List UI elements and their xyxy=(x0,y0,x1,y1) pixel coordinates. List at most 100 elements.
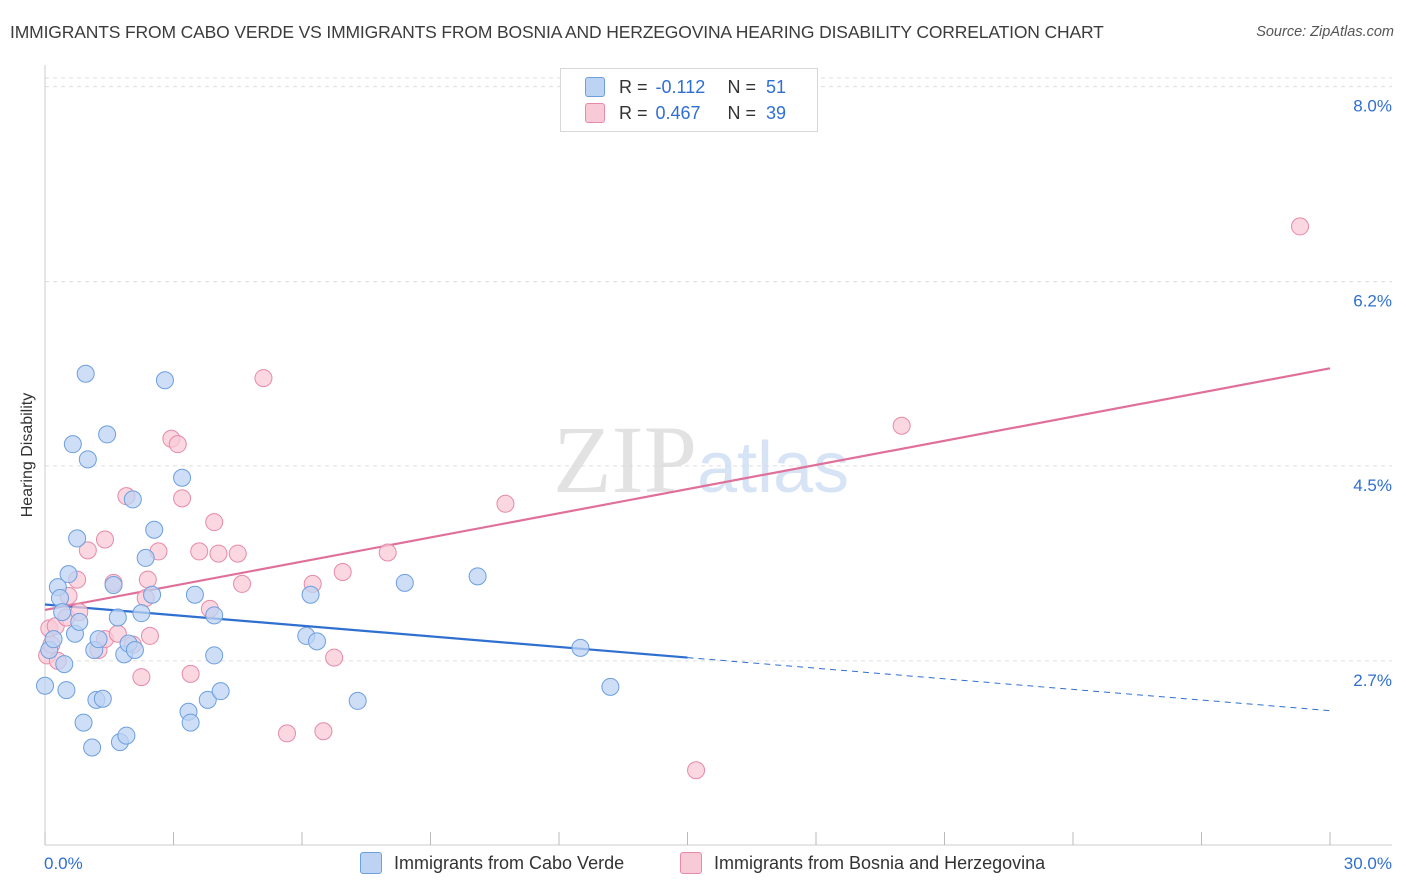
watermark-atlas: atlas xyxy=(697,428,849,508)
point-bosnia xyxy=(496,494,515,513)
legend-r-value: -0.112 xyxy=(655,76,706,97)
point-cabo-verde xyxy=(211,682,230,701)
legend-swatch-pink xyxy=(585,103,605,123)
point-cabo-verde xyxy=(185,585,204,604)
correlation-legend: R = -0.112 N = 51 R = 0.467 N = 39 xyxy=(560,68,818,132)
point-cabo-verde xyxy=(63,435,82,454)
point-cabo-verde xyxy=(132,604,151,623)
point-cabo-verde xyxy=(181,713,200,732)
point-bosnia xyxy=(132,668,151,687)
legend-n-label: N = xyxy=(727,76,757,97)
point-cabo-verde xyxy=(205,606,224,625)
point-cabo-verde xyxy=(83,738,102,757)
point-cabo-verde xyxy=(104,576,123,594)
y-tick-label: 6.2% xyxy=(1353,292,1392,311)
point-cabo-verde xyxy=(59,565,78,584)
point-bosnia xyxy=(138,570,157,589)
watermark: ZIPatlas xyxy=(553,406,849,513)
legend-n-value: 51 xyxy=(766,76,787,97)
legend-label-cabo-verde: Immigrants from Cabo Verde xyxy=(394,852,625,873)
point-bosnia xyxy=(1291,217,1310,236)
legend-swatch-blue xyxy=(360,852,382,874)
point-cabo-verde xyxy=(145,520,164,539)
point-cabo-verde xyxy=(57,681,76,700)
legend-n-value: 39 xyxy=(766,102,787,123)
tick-labels: 2.7% 4.5% 6.2% 8.0% 0.0% 30.0% xyxy=(44,97,1392,873)
point-bosnia xyxy=(378,543,397,562)
legend-item-cabo-verde: Immigrants from Cabo Verde xyxy=(360,852,624,874)
point-cabo-verde xyxy=(89,630,108,649)
watermark-zip: ZIP xyxy=(553,406,697,513)
point-cabo-verde xyxy=(301,585,320,604)
legend-item-bosnia: Immigrants from Bosnia and Herzegovina xyxy=(680,852,1045,874)
point-cabo-verde xyxy=(173,468,192,487)
series-legend: Immigrants from Cabo Verde Immigrants fr… xyxy=(0,852,1406,878)
point-cabo-verde xyxy=(108,608,127,627)
point-bosnia xyxy=(233,574,252,593)
point-bosnia xyxy=(190,542,209,561)
gridlines xyxy=(45,77,1392,662)
data-points xyxy=(36,217,1310,780)
point-bosnia xyxy=(333,563,352,581)
point-bosnia xyxy=(95,530,114,549)
point-cabo-verde xyxy=(78,450,97,469)
y-tick-label: 2.7% xyxy=(1353,671,1392,690)
y-tick-label: 8.0% xyxy=(1353,97,1392,116)
legend-row-cabo-verde: R = -0.112 N = 51 xyxy=(585,75,787,99)
axes xyxy=(44,65,1392,846)
point-cabo-verde xyxy=(571,638,590,657)
point-cabo-verde xyxy=(68,529,87,548)
legend-swatch-blue xyxy=(585,77,605,97)
trend-line-bosnia xyxy=(44,367,1331,611)
legend-swatch-pink xyxy=(680,852,702,874)
point-cabo-verde xyxy=(143,585,162,604)
point-bosnia xyxy=(228,544,247,563)
legend-row-bosnia: R = 0.467 N = 39 xyxy=(585,101,787,125)
point-bosnia xyxy=(78,541,97,560)
legend-n-label: N = xyxy=(727,102,757,123)
source-credit: Source: ZipAtlas.com xyxy=(1256,24,1394,40)
point-cabo-verde xyxy=(98,425,117,444)
point-bosnia xyxy=(205,513,224,532)
point-cabo-verde xyxy=(155,371,174,390)
x-tick-label-min: 0.0% xyxy=(44,854,83,873)
legend-r-value: 0.467 xyxy=(655,102,701,123)
point-bosnia xyxy=(181,664,200,683)
point-cabo-verde xyxy=(601,677,620,696)
point-bosnia xyxy=(314,722,333,741)
trend-extension-cabo-verde xyxy=(687,657,1331,712)
point-cabo-verde xyxy=(123,490,142,509)
y-tick-label: 4.5% xyxy=(1353,476,1392,495)
point-cabo-verde xyxy=(36,676,54,695)
chart-title: IMMIGRANTS FROM CABO VERDE VS IMMIGRANTS… xyxy=(10,22,1104,42)
point-cabo-verde xyxy=(125,641,144,659)
x-tick-label-max: 30.0% xyxy=(1344,854,1392,873)
point-cabo-verde xyxy=(468,567,487,586)
legend-r-label: R = xyxy=(619,102,648,123)
point-cabo-verde xyxy=(70,612,89,631)
point-cabo-verde xyxy=(76,364,95,383)
point-bosnia xyxy=(325,648,344,667)
point-cabo-verde xyxy=(136,548,155,567)
point-bosnia xyxy=(278,724,297,743)
point-cabo-verde xyxy=(198,690,217,709)
point-cabo-verde xyxy=(44,630,63,649)
point-bosnia xyxy=(254,369,273,388)
point-cabo-verde xyxy=(93,689,112,708)
legend-label-bosnia: Immigrants from Bosnia and Herzegovina xyxy=(714,852,1046,873)
point-bosnia xyxy=(687,761,706,780)
point-bosnia xyxy=(209,544,228,563)
point-cabo-verde xyxy=(55,655,74,674)
point-bosnia xyxy=(892,416,911,435)
point-cabo-verde xyxy=(307,632,326,651)
point-bosnia xyxy=(140,626,159,645)
point-cabo-verde xyxy=(395,573,414,592)
point-cabo-verde xyxy=(74,713,93,732)
point-cabo-verde xyxy=(117,726,136,745)
point-bosnia xyxy=(168,435,187,454)
point-cabo-verde xyxy=(348,691,367,710)
legend-r-label: R = xyxy=(619,76,648,97)
point-cabo-verde xyxy=(205,646,224,665)
point-cabo-verde xyxy=(53,603,72,622)
